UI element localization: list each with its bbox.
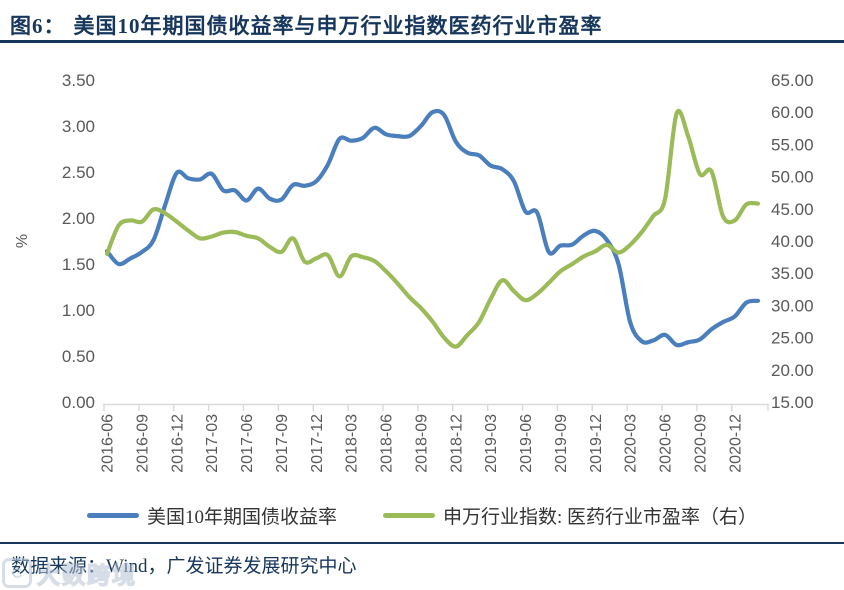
svg-text:2020-03: 2020-03 xyxy=(623,414,640,473)
svg-text:2018-03: 2018-03 xyxy=(344,414,361,473)
legend-swatch-green-line xyxy=(382,513,435,518)
svg-text:2019-06: 2019-06 xyxy=(518,414,535,473)
svg-text:50.00: 50.00 xyxy=(771,168,814,187)
line-chart-canvas: 2016-06 2016-09 2016-12 2017-03 2017-06 2017-… xyxy=(14,71,814,473)
figure-title: 图6： 美国10年期国债收益率与申万行业指数医药行业市盈率 xyxy=(10,10,834,40)
svg-text:2016-09: 2016-09 xyxy=(134,414,151,473)
series-lines xyxy=(104,108,761,349)
svg-text:40.00: 40.00 xyxy=(771,232,814,251)
x-axis xyxy=(103,403,769,411)
svg-text:2016-12: 2016-12 xyxy=(169,414,186,473)
chart-legend: 美国10年期国债收益率 申万行业指数: 医药行业市盈率（右） xyxy=(0,502,844,529)
svg-text:2020-09: 2020-09 xyxy=(692,414,709,473)
svg-text:20.00: 20.00 xyxy=(771,361,814,380)
svg-text:0.00: 0.00 xyxy=(62,393,95,412)
svg-text:1.00: 1.00 xyxy=(62,301,95,320)
right-axis-tick-labels: 65.00 60.00 55.00 50.00 45.00 40.00 35.00 30.00… xyxy=(771,71,814,412)
svg-text:2018-09: 2018-09 xyxy=(413,414,430,473)
svg-text:15.00: 15.00 xyxy=(771,393,814,412)
svg-text:2018-12: 2018-12 xyxy=(448,414,465,473)
svg-text:30.00: 30.00 xyxy=(771,296,814,315)
footer-divider xyxy=(0,542,844,544)
svg-text:45.00: 45.00 xyxy=(771,200,814,219)
source-text: Wind，广发证券发展研究中心 xyxy=(106,556,357,577)
source-footer: 数据来源：Wind，广发证券发展研究中心 xyxy=(11,551,356,578)
svg-text:3.50: 3.50 xyxy=(62,71,95,90)
svg-text:2.50: 2.50 xyxy=(62,163,95,182)
legend-item-pharma-pe: 申万行业指数: 医药行业市盈率（右） xyxy=(382,502,758,529)
svg-text:2019-12: 2019-12 xyxy=(588,414,605,473)
svg-text:25.00: 25.00 xyxy=(771,329,814,348)
svg-text:2017-03: 2017-03 xyxy=(204,414,221,473)
series-line-1 xyxy=(104,108,761,349)
svg-text:0.50: 0.50 xyxy=(62,347,95,366)
left-axis-tick-labels: 3.50 3.00 2.50 2.00 1.50 1.00 0.50 0.00% xyxy=(14,71,95,412)
title-divider xyxy=(0,40,844,43)
svg-text:55.00: 55.00 xyxy=(771,135,814,154)
svg-text:2017-12: 2017-12 xyxy=(309,414,326,473)
left-axis-title: % xyxy=(14,234,31,248)
svg-text:35.00: 35.00 xyxy=(771,264,814,283)
svg-text:65.00: 65.00 xyxy=(771,71,814,90)
series-line-0 xyxy=(104,108,761,348)
svg-text:3.00: 3.00 xyxy=(62,117,95,136)
legend-item-us10y: 美国10年期国债收益率 xyxy=(86,502,337,529)
legend-swatch-blue-line xyxy=(86,513,139,518)
source-label: 数据来源： xyxy=(11,556,107,577)
svg-text:2017-06: 2017-06 xyxy=(239,414,256,473)
svg-text:2020-06: 2020-06 xyxy=(658,414,675,473)
svg-text:60.00: 60.00 xyxy=(771,103,814,122)
x-axis-tick-labels: 2016-06 2016-09 2016-12 2017-03 2017-06 2017-… xyxy=(100,414,745,473)
figure-title-text: 美国10年期国债收益率与申万行业指数医药行业市盈率 xyxy=(73,14,603,38)
svg-text:2.00: 2.00 xyxy=(62,209,95,228)
svg-text:2018-06: 2018-06 xyxy=(379,414,396,473)
svg-text:2020-12: 2020-12 xyxy=(727,414,744,473)
legend-label-us10y: 美国10年期国债收益率 xyxy=(146,507,337,528)
svg-text:1.50: 1.50 xyxy=(62,255,95,274)
svg-text:2019-09: 2019-09 xyxy=(553,414,570,473)
svg-text:2019-03: 2019-03 xyxy=(483,414,500,473)
svg-text:2016-06: 2016-06 xyxy=(100,414,117,473)
legend-label-pharma-pe: 申万行业指数: 医药行业市盈率（右） xyxy=(442,507,758,528)
figure-number: 图6： xyxy=(10,14,66,38)
svg-text:2017-09: 2017-09 xyxy=(274,414,291,473)
